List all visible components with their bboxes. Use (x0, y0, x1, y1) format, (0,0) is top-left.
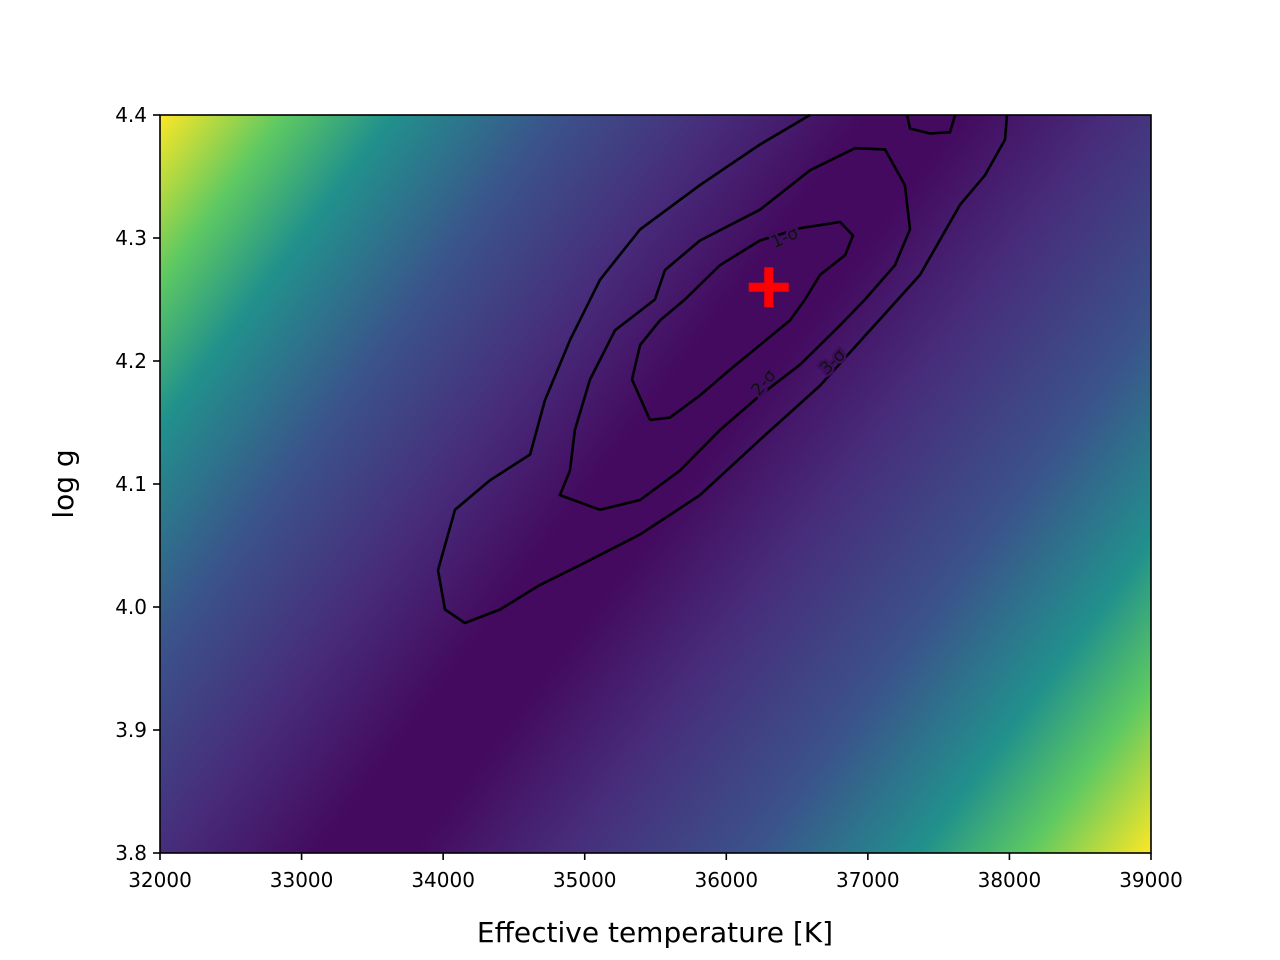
x-tick-label: 32000 (128, 868, 192, 892)
y-axis-label: log g (47, 449, 80, 518)
y-tick-label: 4.3 (115, 226, 147, 250)
x-tick-label: 39000 (1119, 868, 1183, 892)
x-tick-label: 34000 (411, 868, 475, 892)
heatmap (160, 115, 1151, 853)
y-tick-label: 4.0 (115, 595, 147, 619)
x-tick-label: 36000 (694, 868, 758, 892)
y-tick-label: 3.8 (115, 841, 147, 865)
best-fit-marker (748, 267, 789, 308)
x-tick-label: 37000 (836, 868, 900, 892)
x-axis-label: Effective temperature [K] (477, 916, 833, 949)
contour-line (436, 113, 1009, 625)
y-tick-label: 4.2 (115, 349, 147, 373)
x-tick-label: 33000 (270, 868, 334, 892)
y-tick-label: 4.1 (115, 472, 147, 496)
x-tick-label: 38000 (978, 868, 1042, 892)
y-tick-label: 3.9 (115, 718, 147, 742)
contour-line (630, 220, 855, 422)
x-tick-label: 35000 (553, 868, 617, 892)
y-tick-label: 4.4 (115, 103, 147, 127)
contour-line (558, 146, 912, 512)
